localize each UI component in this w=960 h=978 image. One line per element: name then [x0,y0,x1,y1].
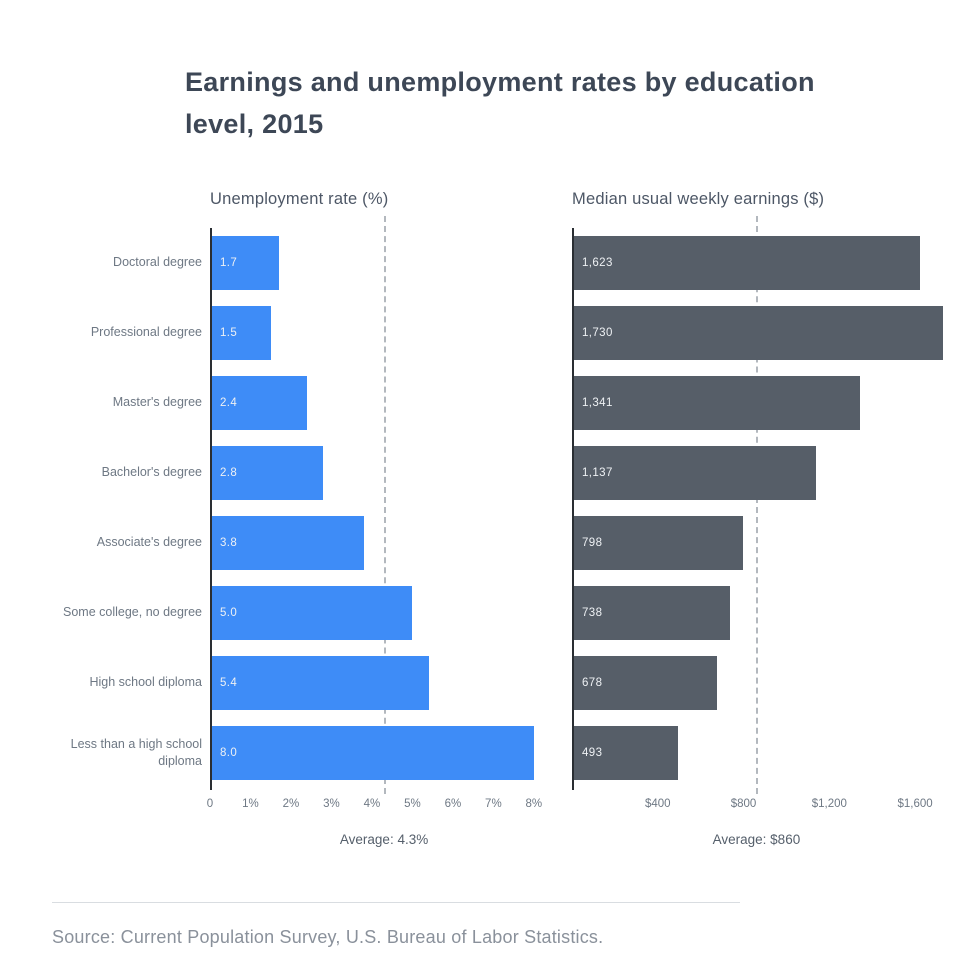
average-line [384,215,387,794]
bar-earnings: 798 [572,515,744,570]
bar-row: 1,623 [572,228,958,298]
category-label: Bachelor's degree [101,465,202,480]
y-axis-line [210,227,212,790]
category-label-row: Professional degree [52,298,202,368]
bar-row: 3.8 [210,508,546,578]
bar-value-label: 2.8 [220,466,238,479]
unemployment-header: Unemployment rate (%) [210,189,389,208]
earnings-plot: 1,623 1,730 1,341 1,137 798 738 678 493 [572,215,958,794]
bar-earnings: 1,623 [572,235,921,290]
x-tick-label: 7% [485,797,502,810]
bar-row: 8.0 [210,718,546,788]
category-label-row: High school diploma [52,648,202,718]
bar-value-label: 5.0 [220,606,238,619]
bar-value-label: 493 [582,746,603,759]
x-tick-label: $800 [730,797,757,810]
category-label: Doctoral degree [113,255,202,270]
category-label-row: Doctoral degree [52,228,202,298]
bar-row: 1,730 [572,298,958,368]
earnings-chart: Median usual weekly earnings ($) 1,623 1,… [572,190,958,852]
bar-value-label: 678 [582,676,603,689]
bar-unemployment: 3.8 [210,515,364,570]
bar-value-label: 798 [582,536,603,549]
category-label: Master's degree [112,395,202,410]
bar-unemployment: 1.7 [210,235,279,290]
bar-row: 1,137 [572,438,958,508]
category-label-row: Some college, no degree [52,578,202,648]
bar-row: 5.4 [210,648,546,718]
bar-value-label: 1.7 [220,256,238,269]
x-tick-label: 4% [363,797,381,810]
bar-row: 678 [572,648,958,718]
x-tick-label: 2% [282,797,300,810]
bar-unemployment: 5.4 [210,655,429,710]
x-tick-label: 8% [525,797,543,810]
earnings-average-label: Average: $860 [712,831,801,847]
category-label: Some college, no degree [63,605,202,620]
source-note: Source: Current Population Survey, U.S. … [52,926,604,947]
bar-value-label: 1,623 [582,256,613,269]
x-tick-label: 1% [242,797,259,810]
unemployment-chart: Unemployment rate (%) 1.7 1.5 2.4 2.8 3.8 5.0… [206,189,546,852]
x-tick-label: 0 [206,797,214,810]
x-tick-label: 6% [444,797,462,810]
x-tick-label: 3% [323,797,340,810]
x-tick-label: $1,200 [811,797,847,810]
bar-value-label: 8.0 [220,746,238,759]
category-label: Associate's degree [96,535,202,550]
bar-value-label: 3.8 [220,536,238,549]
bar-row: 2.4 [210,368,546,438]
unemployment-plot: 1.7 1.5 2.4 2.8 3.8 5.0 5.4 8.0 [210,215,546,794]
bar-unemployment: 5.0 [210,585,413,640]
bar-earnings: 1,341 [572,375,860,430]
bar-row: 1.7 [210,228,546,298]
category-label: Professional degree [90,325,202,340]
bar-unemployment: 2.8 [210,445,324,500]
bar-row: 493 [572,718,958,788]
bar-row: 738 [572,578,958,648]
x-tick-label: $400 [644,797,671,810]
category-label: Less than a high school diploma [70,736,202,768]
category-label: High school diploma [89,675,202,690]
bar-row: 2.8 [210,438,546,508]
category-label-row: Less than a high school diploma [52,718,202,788]
bar-row: 1.5 [210,298,546,368]
bar-value-label: 2.4 [220,396,238,409]
bar-value-label: 1,730 [582,326,613,339]
category-label-row: Bachelor's degree [52,438,202,508]
bar-earnings: 738 [572,585,731,640]
x-tick-label: 5% [404,797,421,810]
bar-value-label: 1,137 [582,466,613,479]
bar-value-label: 5.4 [220,676,238,689]
bar-row: 798 [572,508,958,578]
earnings-header: Median usual weekly earnings ($) [572,189,825,208]
unemployment-average-row: Average: 4.3% [210,832,546,852]
bar-unemployment: 8.0 [210,725,534,780]
unemployment-axis-ticks: 0 1% 2% 3% 4% 5% 6% 7% 8% [206,797,546,822]
bar-earnings: 1,137 [572,445,816,500]
category-label-row: Associate's degree [52,508,202,578]
footer-divider [52,901,740,903]
bar-value-label: 1.5 [220,326,238,339]
bar-earnings: 1,730 [572,305,943,360]
bar-earnings: 493 [572,725,678,780]
bar-earnings: 678 [572,655,718,710]
bar-unemployment: 1.5 [210,305,271,360]
unemployment-average-label: Average: 4.3% [339,831,429,847]
bar-value-label: 738 [582,606,603,619]
bar-value-label: 1,341 [582,396,613,409]
charts-row: Doctoral degree Professional degree Master… [52,190,960,852]
x-tick-label: $1,600 [897,797,933,810]
y-axis-line [572,227,574,790]
chart-title: Earnings and unemployment rates by educa… [185,67,815,139]
category-labels-column: Doctoral degree Professional degree Master… [52,190,202,852]
category-label-row: Master's degree [52,368,202,438]
bar-row: 1,341 [572,368,958,438]
earnings-average-row: Average: $860 [572,832,958,852]
bar-unemployment: 2.4 [210,375,308,430]
earnings-axis-ticks: $400 $800 $1,200 $1,600 [572,798,958,822]
average-line [756,215,759,794]
bar-row: 5.0 [210,578,546,648]
